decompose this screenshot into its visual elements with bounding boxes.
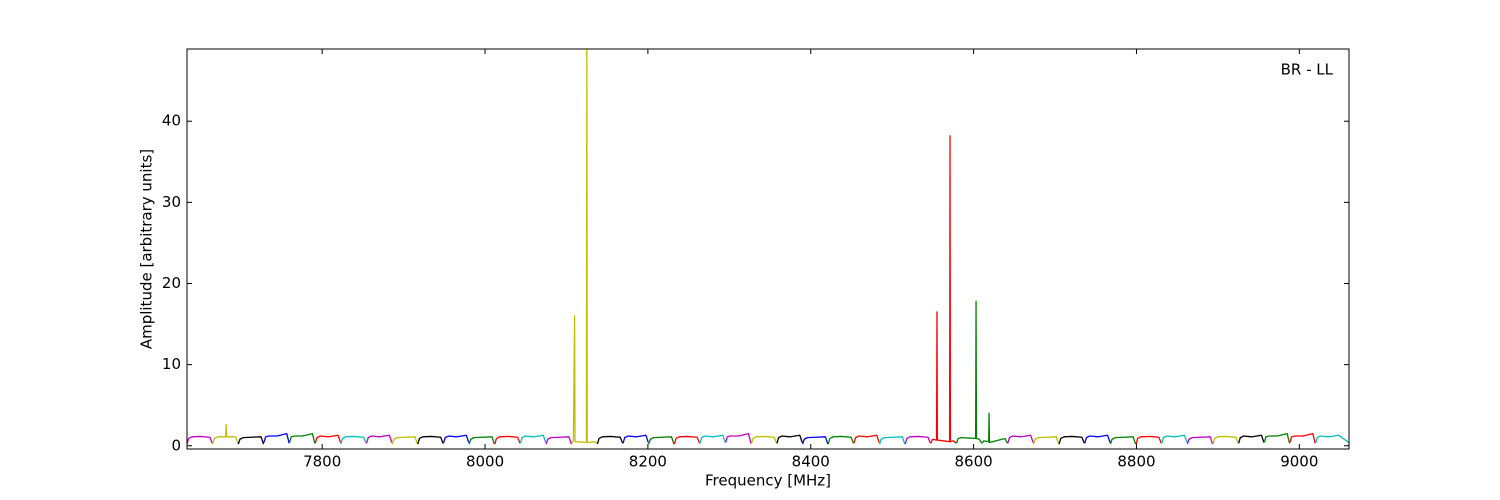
- spectrum-line: [1084, 434, 1111, 444]
- spectrum-line: [417, 435, 444, 445]
- spectrum-line: [365, 434, 393, 444]
- y-axis-label: Amplitude [arbitrary units]: [138, 149, 156, 349]
- spectrum-line: [596, 435, 624, 445]
- x-axis-label: Frequency [MHz]: [705, 472, 831, 490]
- spectrum-line: [1032, 436, 1060, 445]
- x-tick-label: 8200: [629, 453, 667, 471]
- spectrum-line: [1007, 434, 1034, 444]
- x-tick-label: 8000: [466, 453, 504, 471]
- spectrum-line: [340, 435, 367, 445]
- spectrum-line: [212, 424, 239, 445]
- spectrum-line: [442, 434, 470, 444]
- spectrum-line: [263, 432, 290, 444]
- y-tick-label: 10: [162, 355, 181, 373]
- spectrum-line: [776, 434, 803, 444]
- spectrum-line: [1212, 435, 1239, 445]
- spectrum-line: [1058, 435, 1085, 445]
- spectrum-line: [853, 434, 880, 444]
- spectrum-line: [288, 432, 316, 444]
- spectrum-line: [1289, 432, 1316, 444]
- spectrum-line: [1109, 436, 1137, 445]
- x-tick-label: 8400: [792, 453, 830, 471]
- y-tick-label: 40: [162, 112, 181, 130]
- spectrum-line: [237, 436, 265, 445]
- y-tick-label: 20: [162, 274, 181, 292]
- x-tick-label: 8600: [955, 453, 993, 471]
- spectrum-line: [468, 436, 496, 445]
- spectrum-line: [1263, 432, 1291, 444]
- x-tick-label: 9000: [1280, 453, 1318, 471]
- spectrum-line: [391, 436, 419, 445]
- spectrum-line: [955, 300, 983, 444]
- spectrum-line: [494, 435, 521, 445]
- spectrum-line: [673, 435, 701, 445]
- spectrum-line: [725, 432, 752, 444]
- spectrum-line: [187, 435, 213, 445]
- spectrum-line: [519, 434, 547, 444]
- spectrum-line: [878, 436, 906, 445]
- spectrum-line: [981, 412, 1008, 444]
- spectrum-line: [1314, 434, 1349, 444]
- spectrum-line: [1238, 434, 1265, 444]
- spectrum-line: [648, 436, 675, 445]
- spectrum-line: [930, 135, 957, 444]
- spectrum-line: [545, 436, 572, 445]
- spectrum-line: [699, 434, 726, 444]
- annotation: BR - LL: [1281, 61, 1334, 79]
- y-tick-label: 0: [171, 436, 181, 454]
- x-tick-label: 8800: [1117, 453, 1155, 471]
- spectrum-line: [904, 435, 932, 445]
- x-tick-label: 7800: [303, 453, 341, 471]
- spectrum-line: [314, 434, 342, 444]
- y-tick-label: 30: [162, 193, 181, 211]
- spectrum-line: [1135, 435, 1162, 445]
- spectrum-line: [1186, 436, 1214, 445]
- plot-lines: [187, 49, 1349, 445]
- spectrum-line: [622, 434, 649, 444]
- spectrum-line: [801, 436, 829, 445]
- spectrum-line: [750, 435, 778, 445]
- spectrum-line: [1161, 434, 1188, 444]
- plot-frame: [186, 48, 1350, 450]
- spectrum-line: [827, 435, 855, 445]
- spectrum-line: [571, 49, 598, 444]
